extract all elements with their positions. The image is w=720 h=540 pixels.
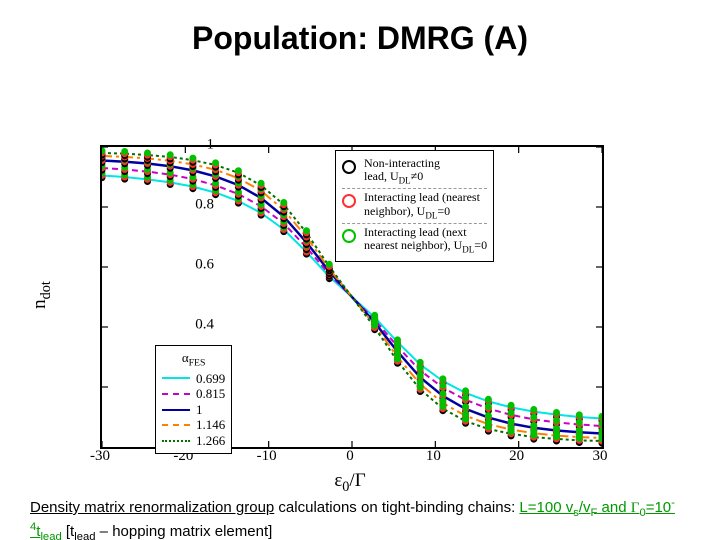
alpha-legend-title: αFES [162, 350, 225, 369]
marker-legend-row: Non-interactinglead, UDL≠0 [342, 155, 487, 188]
alpha-legend-row: 1.146 [162, 417, 225, 433]
caption: Density matrix renormalization group cal… [30, 497, 690, 540]
slide-title: Population: DMRG (A) [0, 20, 720, 57]
slide: Population: DMRG (A) 0.20.40.60.81 -30-2… [0, 0, 720, 540]
alpha-legend-row: 0.815 [162, 386, 225, 402]
alpha-legend-row: 1.266 [162, 433, 225, 449]
x-axis-label: ε0/Γ [334, 470, 365, 496]
marker-legend-row: Interacting lead (nearestneighbor), UDL=… [342, 188, 487, 222]
alpha-legend-row: 0.699 [162, 371, 225, 387]
marker-legend: Non-interactinglead, UDL≠0Interacting le… [335, 150, 494, 262]
y-axis-label: ndot [29, 281, 55, 309]
alpha-legend-row: 1 [162, 402, 225, 418]
marker-legend-row: Interacting lead (nextnearest neighbor),… [342, 223, 487, 257]
alpha-legend: αFES 0.6990.81511.1461.266 [155, 345, 232, 454]
